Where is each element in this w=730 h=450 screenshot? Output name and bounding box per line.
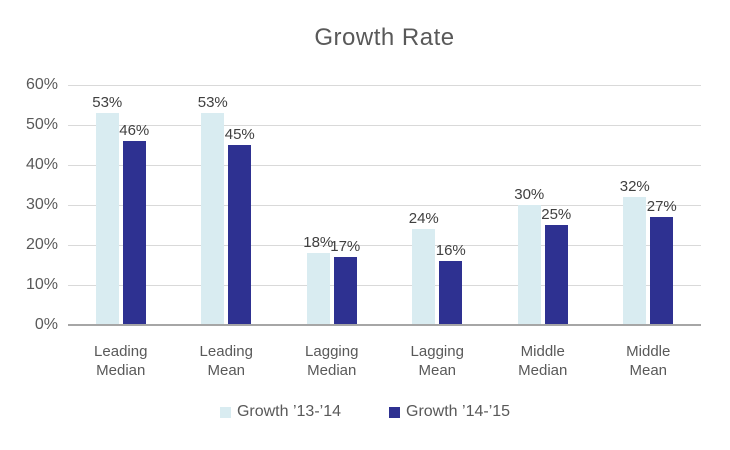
- gridline: [68, 285, 701, 286]
- bar-group-lagging-median: 18% 17%: [279, 85, 385, 325]
- plot-area: 53% 46% 53% 45% 18% 17% 24% 16% 30% 25% 32% 27%: [68, 85, 702, 326]
- y-axis-tick-label: 30%: [25, 196, 58, 213]
- bar-growth-14-15-leading-median: 46%: [119, 122, 149, 325]
- bar-value-label: 27%: [646, 198, 677, 215]
- legend-label: Growth ’13-’14: [236, 403, 341, 420]
- bar-group-middle-mean: 32% 27%: [596, 85, 702, 325]
- bar-growth-14-15-leading-mean: 45%: [225, 126, 255, 325]
- bar-value-label: 32%: [619, 178, 650, 195]
- bar-value-label: 53%: [92, 94, 123, 111]
- category-label-line: Mean: [207, 362, 246, 379]
- category-label-leading-median: Leading Median: [68, 342, 174, 380]
- legend-swatch: [219, 406, 231, 418]
- y-axis-tick-label: 0%: [34, 316, 58, 333]
- bar-group-leading-mean: 53% 45%: [174, 85, 280, 325]
- bar-value-label: 53%: [197, 94, 228, 111]
- legend-label: Growth ’14-’15: [406, 403, 511, 420]
- bar-growth-13-14-lagging-median: 18%: [303, 234, 333, 325]
- bar-growth-13-14-middle-mean: 32%: [620, 178, 650, 325]
- legend-item-growth-14-15: Growth ’14-’15: [389, 403, 510, 421]
- category-label-line: Median: [307, 362, 357, 379]
- y-axis-tick-label: 50%: [25, 116, 58, 133]
- bar-growth-14-15-middle-median: 25%: [541, 206, 571, 325]
- category-label-lagging-mean: Lagging Mean: [385, 342, 491, 380]
- category-label-line: Lagging: [305, 343, 359, 360]
- bar-group-middle-median: 30% 25%: [490, 85, 596, 325]
- bar-growth-13-14-leading-median: 53%: [92, 94, 122, 325]
- gridline: [68, 125, 701, 126]
- category-label-line: Median: [518, 362, 568, 379]
- y-axis-tick-label: 20%: [25, 236, 58, 253]
- legend-swatch: [389, 406, 400, 418]
- x-axis-baseline: [68, 324, 701, 326]
- gridline: [68, 205, 701, 206]
- category-label-line: Leading: [199, 343, 253, 360]
- bar-growth-14-15-middle-mean: 27%: [647, 198, 677, 325]
- x-axis: Leading Median Leading Mean Lagging Median Lag…: [68, 342, 701, 380]
- category-label-leading-mean: Leading Mean: [174, 342, 280, 380]
- category-label-line: Mean: [629, 362, 668, 379]
- bar-value-label: 24%: [408, 210, 439, 227]
- y-axis-tick-label: 60%: [25, 76, 58, 93]
- bar-value-label: 17%: [330, 238, 361, 255]
- category-label-middle-mean: Middle Mean: [596, 342, 702, 380]
- category-label-lagging-median: Lagging Median: [279, 342, 385, 380]
- bar-value-label: 30%: [514, 186, 545, 203]
- y-axis-tick-label: 10%: [25, 276, 58, 293]
- bar-growth-13-14-lagging-mean: 24%: [409, 210, 439, 325]
- bar-value-label: 45%: [224, 126, 255, 143]
- bar-value-label: 16%: [435, 242, 466, 259]
- bar-growth-14-15-lagging-median: 17%: [330, 238, 360, 325]
- y-axis-tick-label: 40%: [25, 156, 58, 173]
- bar-value-label: 46%: [119, 122, 150, 139]
- category-label-line: Middle: [626, 343, 671, 360]
- category-label-line: Median: [96, 362, 146, 379]
- category-label-line: Lagging: [410, 343, 464, 360]
- category-label-middle-median: Middle Median: [490, 342, 596, 380]
- bar-growth-13-14-middle-median: 30%: [514, 186, 544, 325]
- bar-group-lagging-mean: 24% 16%: [385, 85, 491, 325]
- legend: Growth ’13-’14 Growth ’14-’15: [0, 403, 730, 421]
- category-label-line: Leading: [94, 343, 148, 360]
- bar-value-label: 25%: [541, 206, 572, 223]
- category-label-line: Mean: [418, 362, 457, 379]
- legend-item-growth-13-14: Growth ’13-’14: [219, 403, 341, 421]
- gridline: [68, 165, 701, 166]
- gridline: [68, 85, 701, 86]
- chart-title: Growth Rate: [314, 24, 455, 51]
- bar-growth-13-14-leading-mean: 53%: [198, 94, 228, 325]
- bar-growth-14-15-lagging-mean: 16%: [436, 242, 466, 325]
- category-label-line: Middle: [520, 343, 565, 360]
- bar-group-leading-median: 53% 46%: [68, 85, 174, 325]
- gridline: [68, 245, 701, 246]
- bar-value-label: 18%: [303, 234, 334, 251]
